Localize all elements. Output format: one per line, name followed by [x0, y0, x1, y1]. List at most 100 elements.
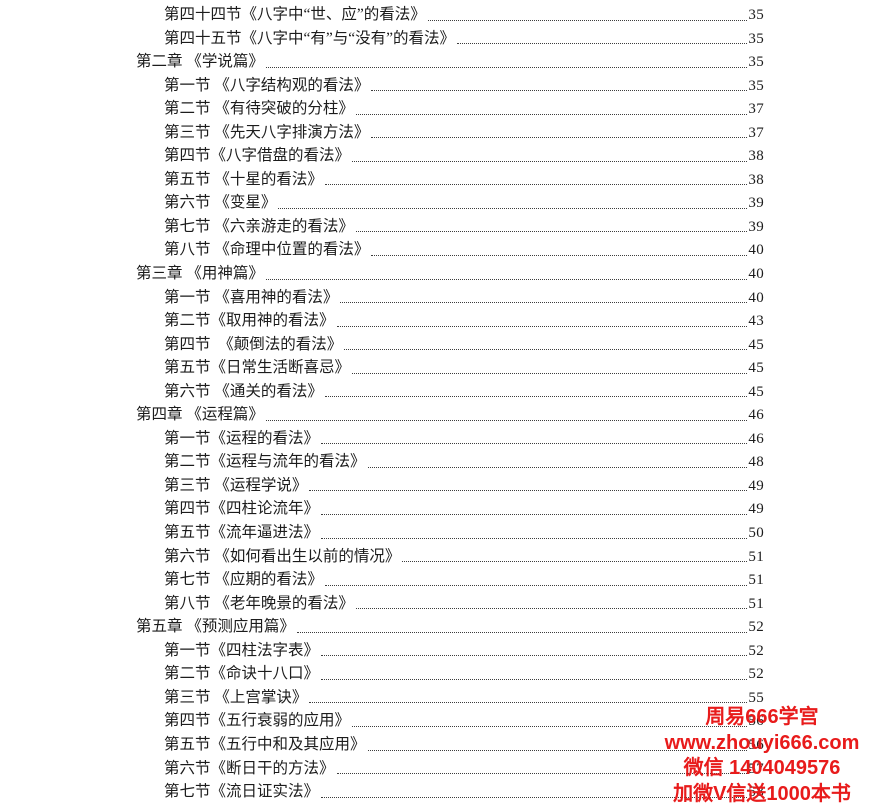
- toc-row: 第四节《五行衰弱的应用》 56: [136, 708, 764, 732]
- toc-page-number: 35: [748, 54, 764, 71]
- toc-entry-title: 第一节《运程的看法》: [164, 429, 320, 447]
- dot-leader: [309, 490, 748, 492]
- toc-page-number: 35: [748, 30, 764, 47]
- toc-row: 第二节《运程与流年的看法》 48: [136, 449, 764, 473]
- toc-page-number: 57: [748, 760, 764, 777]
- dot-leader: [324, 584, 748, 586]
- toc-entry-title: 第四章 《运程篇》: [136, 406, 264, 424]
- toc-entry-title: 第二节《运程与流年的看法》: [164, 453, 366, 471]
- toc-row: 第二节《取用神的看法》 43: [136, 308, 764, 332]
- toc-row: 第五节 《十星的看法》 38: [136, 167, 764, 191]
- toc-page-number: 56: [748, 713, 764, 730]
- toc-row: 第五章 《预测应用篇》 52: [136, 614, 764, 638]
- toc-page-number: 38: [748, 148, 764, 165]
- dot-leader: [371, 137, 748, 139]
- dot-leader: [367, 749, 748, 751]
- toc-row: 第三节 《先天八字排演方法》 37: [136, 120, 764, 144]
- toc-row: 第四节 《颠倒法的看法》 45: [136, 332, 764, 356]
- dot-leader: [344, 349, 748, 351]
- toc-page-number: 51: [748, 572, 764, 589]
- toc-row: 第一节《四柱法字表》 52: [136, 638, 764, 662]
- toc-entry-title: 第七节《流日证实法》: [164, 783, 320, 801]
- toc-entry-title: 第八节 《老年晚景的看法》: [164, 594, 354, 612]
- toc-row: 第三章 《用神篇》 40: [136, 261, 764, 285]
- toc-entry-title: 第六节 《变星》: [164, 194, 277, 212]
- toc-row: 第四章 《运程篇》 46: [136, 402, 764, 426]
- toc-page-number: 51: [748, 595, 764, 612]
- toc-page-number: 49: [748, 477, 764, 494]
- toc-entry-title: 第四节《八字借盘的看法》: [164, 147, 351, 165]
- toc-page-number: 39: [748, 195, 764, 212]
- toc-row: 第六节《断日干的方法》 57: [136, 756, 764, 780]
- dot-leader: [352, 725, 748, 727]
- toc-row: 第三节 《上宫掌诀》 55: [136, 685, 764, 709]
- dot-leader: [324, 184, 748, 186]
- toc-entry-title: 第二节《命诀十八口》: [164, 665, 320, 683]
- dot-leader: [336, 325, 748, 327]
- dot-leader: [321, 796, 748, 798]
- dot-leader: [457, 43, 748, 45]
- toc-page-number: 56: [748, 736, 764, 753]
- dot-leader: [355, 608, 748, 610]
- toc-entry-title: 第四节《四柱论流年》: [164, 500, 320, 518]
- toc-entry-title: 第一节《四柱法字表》: [164, 641, 320, 659]
- toc-entry-title: 第一节 《喜用神的看法》: [164, 288, 339, 306]
- dot-leader: [321, 537, 748, 539]
- dot-leader: [355, 231, 748, 233]
- toc-page-number: 38: [748, 171, 764, 188]
- toc-row: 第五节《日常生活断喜忌》 45: [136, 355, 764, 379]
- dot-leader: [371, 90, 748, 92]
- toc-row: 第四节《四柱论流年》 49: [136, 496, 764, 520]
- toc-entry-title: 第七节 《应期的看法》: [164, 571, 323, 589]
- toc-row: 第八节 《老年晚景的看法》 51: [136, 591, 764, 615]
- toc-entry-title: 第一节 《八字结构观的看法》: [164, 76, 370, 94]
- toc-page-number: 45: [748, 383, 764, 400]
- dot-leader: [367, 466, 748, 468]
- toc-entry-title: 第四十四节《八字中“世、应”的看法》: [164, 6, 426, 23]
- toc-entry-title: 第七节 《六亲游走的看法》: [164, 217, 354, 235]
- toc-entry-title: 第二节 《有待突破的分柱》: [164, 100, 354, 118]
- toc-row: 第八节 《命理中位置的看法》 40: [136, 237, 764, 261]
- toc-entry-title: 第二节《取用神的看法》: [164, 312, 335, 330]
- dot-leader: [352, 160, 748, 162]
- toc-page-number: 55: [748, 689, 764, 706]
- dot-leader: [336, 773, 748, 775]
- toc-page-number: 48: [748, 454, 764, 471]
- dot-leader: [427, 19, 748, 21]
- toc-entry-title: 第三节 《先天八字排演方法》: [164, 123, 370, 141]
- toc-entry-title: 第三节 《上宫掌诀》: [164, 688, 308, 706]
- toc-row: 第三节 《运程学说》 49: [136, 473, 764, 497]
- toc-row: 第一节 《喜用神的看法》 40: [136, 285, 764, 309]
- toc-entry-title: 第六节 《如何看出生以前的情况》: [164, 547, 401, 565]
- toc-page-number: 45: [748, 336, 764, 353]
- toc-page-number: 40: [748, 242, 764, 259]
- toc-entry-title: 第三章 《用神篇》: [136, 265, 264, 283]
- dot-leader: [265, 278, 748, 280]
- toc-entry-title: 第五章 《预测应用篇》: [136, 618, 295, 636]
- toc-page-number: 43: [748, 313, 764, 330]
- dot-leader: [324, 396, 748, 398]
- toc-page-number: 52: [748, 666, 764, 683]
- toc-row: 第四十四节《八字中“世、应”的看法》 35: [136, 2, 764, 26]
- toc-entry-title: 第六节 《通关的看法》: [164, 382, 323, 400]
- toc-page-number: 58: [748, 784, 764, 801]
- dot-leader: [265, 419, 748, 421]
- dot-leader: [309, 702, 748, 704]
- toc-entry-title: 第八节 《命理中位置的看法》: [164, 241, 370, 259]
- toc-row: 第五节《流年逼进法》 50: [136, 520, 764, 544]
- toc-entry-title: 第三节 《运程学说》: [164, 476, 308, 494]
- toc-entry-title: 第六节《断日干的方法》: [164, 759, 335, 777]
- dot-leader: [321, 655, 748, 657]
- dot-leader: [321, 514, 748, 516]
- dot-leader: [278, 207, 748, 209]
- toc-page-number: 52: [748, 642, 764, 659]
- toc-page-number: 35: [748, 77, 764, 94]
- toc-entry-title: 第四十五节《八字中“有”与“没有”的看法》: [164, 29, 456, 47]
- dot-leader: [265, 66, 748, 68]
- toc-row: 第四十五节《八字中“有”与“没有”的看法》 35: [136, 26, 764, 50]
- dot-leader: [371, 255, 748, 257]
- toc-page-number: 37: [748, 101, 764, 118]
- toc-page-number: 35: [748, 7, 764, 23]
- table-of-contents: 第四十四节《八字中“世、应”的看法》 35 第四十五节《八字中“有”与“没有”的看法…: [136, 2, 764, 803]
- toc-row: 第一节《运程的看法》 46: [136, 426, 764, 450]
